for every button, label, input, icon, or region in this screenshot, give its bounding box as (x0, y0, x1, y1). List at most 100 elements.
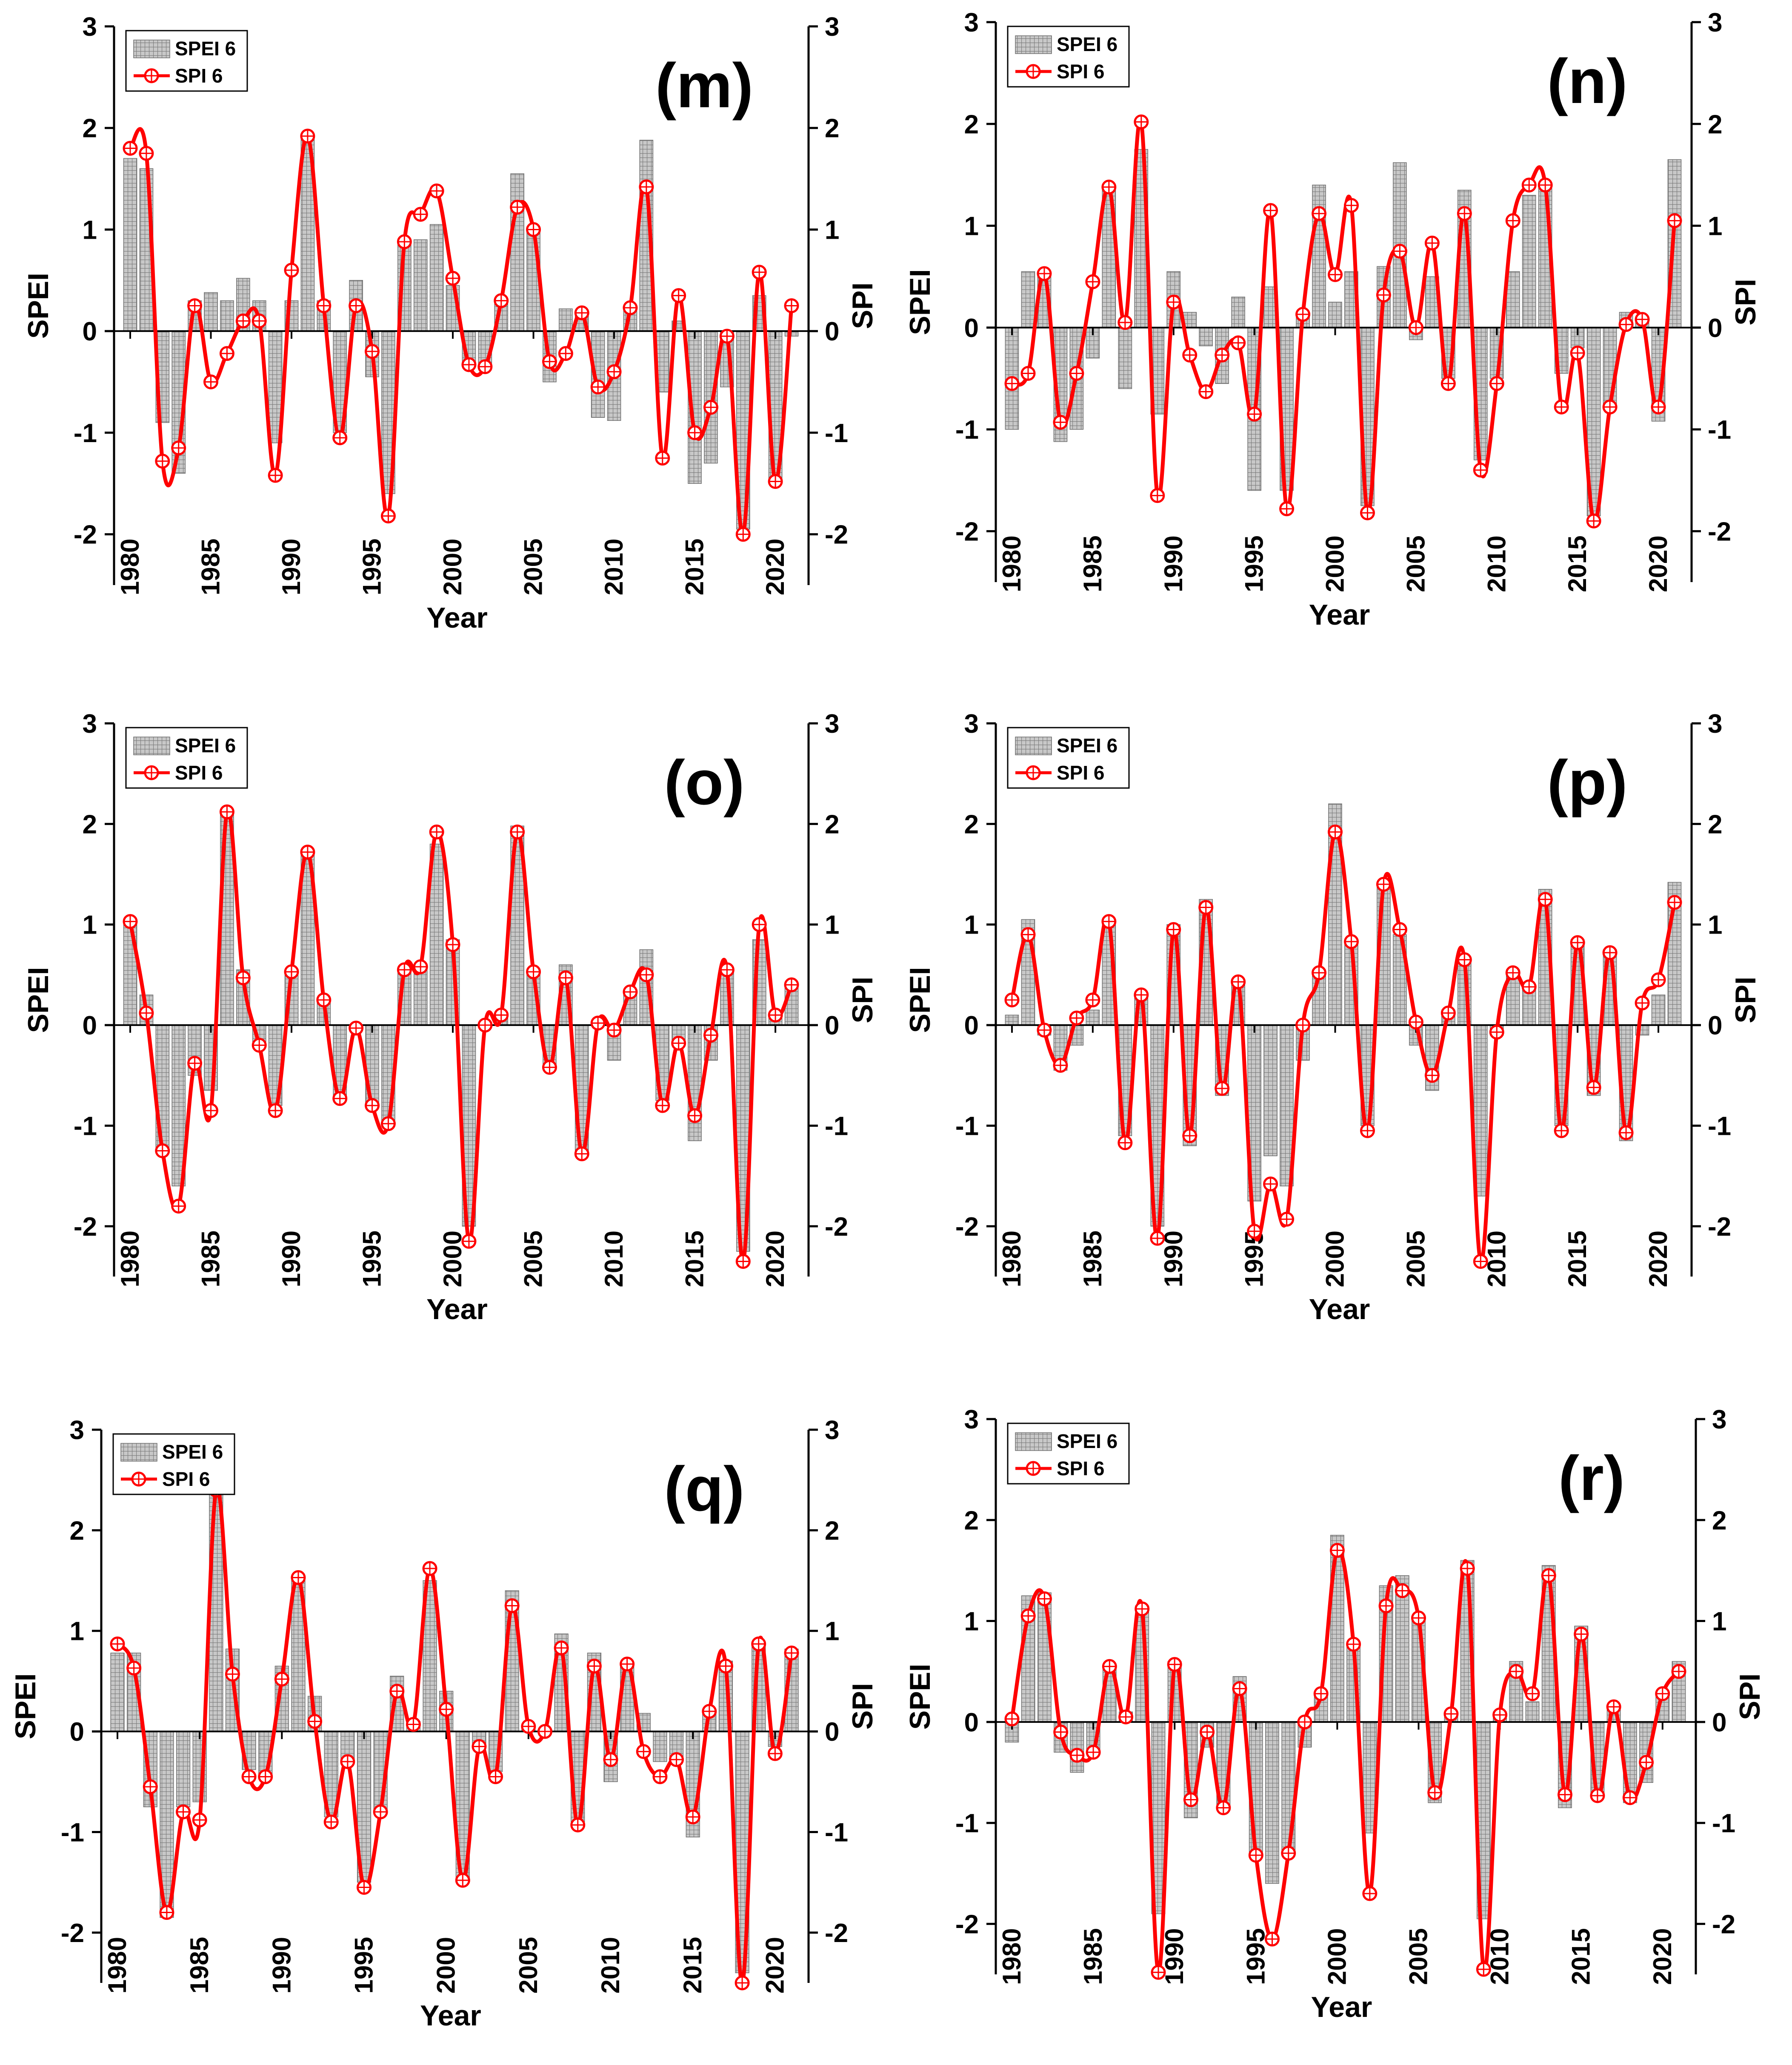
spi-marker (1182, 1128, 1198, 1143)
x-tick-label: 2020 (1644, 535, 1672, 592)
x-tick-label: 1980 (997, 1231, 1026, 1287)
left-tick-label: 1 (964, 212, 979, 241)
left-tick-label: 1 (964, 911, 979, 940)
spi-marker (488, 1769, 503, 1784)
spi-marker (284, 263, 299, 278)
spi-marker (123, 140, 138, 156)
legend-spei-label: SPEI 6 (1057, 1430, 1117, 1452)
spi-marker (1492, 1707, 1508, 1722)
spi-marker (1392, 922, 1407, 937)
left-tick-label: -1 (61, 1818, 84, 1847)
spi-marker (332, 1091, 348, 1106)
panel-label: (o) (664, 748, 745, 818)
right-tick-label: -1 (825, 419, 848, 448)
spi-marker (623, 984, 638, 1000)
legend-spei-label: SPEI 6 (1057, 33, 1117, 55)
right-tick-label: -1 (825, 1818, 848, 1847)
spei-bar (1263, 1025, 1278, 1157)
spei-bar (1265, 1722, 1279, 1884)
spi-marker (307, 1714, 323, 1729)
spei-bar (1525, 1701, 1540, 1722)
left-tick-label: 2 (964, 110, 979, 139)
spi-marker (1086, 1745, 1101, 1760)
spi-marker (1590, 1788, 1605, 1803)
left-tick-label: 3 (83, 12, 97, 42)
spi-marker (187, 1056, 203, 1071)
left-tick-label: -1 (955, 415, 979, 445)
spi-marker (203, 374, 219, 390)
x-axis-title: Year (426, 1293, 488, 1325)
spi-marker (1020, 366, 1036, 381)
spi-marker (1671, 1664, 1686, 1679)
spi-marker (1329, 1542, 1345, 1558)
x-tick-label: 1985 (1078, 1231, 1107, 1287)
spi-marker (767, 1746, 783, 1761)
x-tick-label: 2020 (761, 539, 789, 595)
spei-bar (1651, 994, 1666, 1025)
spi-marker (316, 298, 332, 313)
spi-marker (1541, 1568, 1556, 1583)
legend-spei-swatch (1015, 35, 1052, 54)
spi-marker (397, 234, 412, 249)
x-tick-label: 2010 (1482, 535, 1511, 592)
x-tick-label: 1985 (1079, 1928, 1107, 1985)
spi-marker (268, 468, 283, 483)
spi-marker (1427, 1785, 1443, 1800)
spi-marker (1586, 1080, 1601, 1095)
legend: SPEI 6 SPI 6 (1007, 727, 1130, 789)
spi-marker (1586, 513, 1601, 528)
legend-spi-label: SPI 6 (1057, 1457, 1105, 1479)
spi-marker (1198, 900, 1214, 915)
left-tick-label: -1 (74, 419, 97, 448)
spi-line (1010, 1547, 1681, 1974)
spi-marker (171, 1199, 186, 1214)
right-tick-label: 2 (825, 810, 839, 839)
y-axis-title-left: SPEI (904, 269, 936, 335)
spi-marker (1085, 274, 1100, 289)
x-tick-label: 2010 (600, 1231, 628, 1287)
spi-marker (1313, 1686, 1329, 1701)
spi-marker (1602, 399, 1618, 414)
legend-spei-label: SPEI 6 (175, 37, 236, 60)
spi-marker (1360, 1123, 1375, 1138)
spi-marker (1312, 965, 1327, 980)
spi-marker (671, 1036, 686, 1051)
right-tick-label: -2 (1712, 1910, 1735, 1939)
spi-marker (521, 1719, 536, 1734)
spi-marker (1263, 203, 1278, 218)
x-tick-label: 2005 (519, 1231, 548, 1287)
spi-marker (1247, 406, 1262, 422)
spi-marker (752, 265, 767, 280)
spi-marker (159, 1905, 174, 1920)
spi-marker (126, 1660, 142, 1676)
x-axis-title: Year (1311, 1991, 1372, 2023)
y-axis-title-left: SPEI (22, 967, 54, 1033)
x-tick-label: 1985 (1078, 535, 1107, 592)
spi-marker (1053, 1058, 1068, 1073)
x-tick-label: 1995 (1240, 535, 1269, 592)
panel-label: (p) (1547, 748, 1628, 818)
x-tick-label: 2010 (600, 539, 628, 595)
spi-marker (323, 1814, 339, 1830)
x-axis-title: Year (1309, 599, 1370, 631)
left-tick-label: 3 (70, 1416, 84, 1445)
spi-marker (1574, 1626, 1589, 1642)
left-tick-label: 2 (964, 1506, 979, 1535)
left-tick-label: 1 (83, 911, 97, 940)
legend-spi-label: SPI 6 (175, 65, 223, 87)
spi-marker (1037, 1023, 1052, 1038)
spi-marker (300, 845, 315, 860)
left-tick-label: -1 (74, 1111, 97, 1141)
left-tick-label: 0 (70, 1717, 84, 1747)
spi-marker (1118, 1709, 1134, 1725)
y-axis-title-left: SPEI (9, 1674, 42, 1739)
spei-bar (1037, 1592, 1052, 1722)
spi-marker (655, 1098, 670, 1113)
legend-spi-label: SPI 6 (162, 1468, 210, 1490)
y-axis-title-left: SPEI (22, 273, 54, 339)
x-tick-label: 2015 (680, 1231, 709, 1287)
spi-marker (719, 962, 735, 977)
spi-marker (1538, 892, 1553, 907)
spei-bar (704, 331, 718, 464)
spi-marker (1606, 1699, 1621, 1714)
